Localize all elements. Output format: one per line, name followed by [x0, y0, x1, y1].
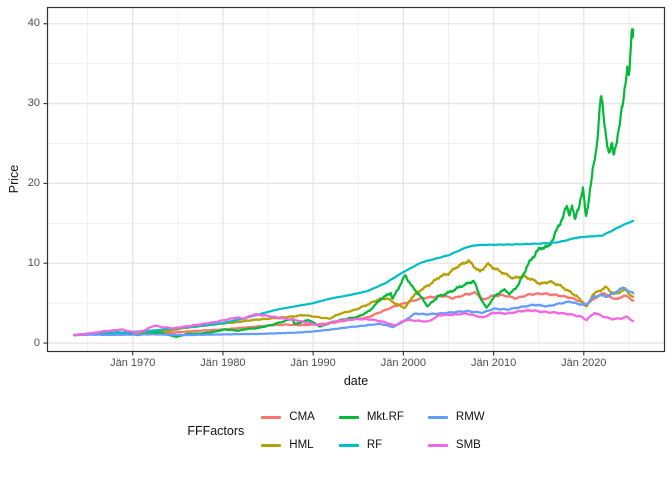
x-tick-label: Jän 1990 [290, 357, 336, 369]
legend-key-line-Mkt.RF [338, 415, 359, 419]
y-tick-label: 20 [27, 176, 40, 189]
legend-item-RMW: RMW [427, 409, 485, 425]
series-line-RMW [73, 286, 635, 337]
x-tick-label: Jän 1980 [200, 357, 246, 369]
legend: FFFactors CMA HML Mkt.RF RF RMW SMB [0, 409, 672, 453]
y-axis-title: Price [7, 164, 21, 194]
legend-item-label: RF [366, 439, 383, 451]
legend-item-label: HML [289, 439, 314, 451]
x-tick-label: Jän 2010 [470, 357, 517, 369]
legend-key-line-RMW [427, 415, 448, 419]
y-tick-label: 30 [27, 97, 40, 110]
y-tick-label: 10 [27, 256, 40, 269]
legend-item-HML: HML [261, 437, 315, 453]
legend-item-label: SMB [455, 439, 481, 451]
legend-items: CMA HML Mkt.RF RF RMW SMB [261, 409, 485, 453]
legend-item-label: RMW [455, 411, 485, 423]
panel-background [47, 7, 665, 352]
legend-item-CMA: CMA [261, 409, 315, 425]
series-line-SMB [73, 308, 635, 337]
x-tick-label: Jän 2000 [380, 357, 426, 369]
y-tick-label: 40 [27, 17, 40, 30]
y-tick-label: 0 [33, 336, 40, 349]
legend-key-line-SMB [427, 443, 448, 447]
legend-key-line-RF [338, 443, 359, 447]
legend-item-Mkt.RF: Mkt.RF [338, 409, 404, 425]
legend-item-label: Mkt.RF [366, 411, 404, 423]
legend-key-line-CMA [261, 415, 282, 419]
panel-border [46, 6, 666, 353]
x-tick-label: Jän 2020 [561, 357, 607, 369]
x-tick-label: Jän 1970 [110, 357, 156, 369]
legend-item-label: CMA [289, 411, 315, 423]
legend-item-RF: RF [338, 437, 404, 453]
series-line-HML [73, 259, 635, 337]
x-axis-title: date [343, 374, 369, 388]
series-line-RF [73, 219, 635, 337]
legend-item-SMB: SMB [427, 437, 485, 453]
legend-title: FFFactors [187, 424, 245, 438]
legend-key-line-HML [261, 443, 282, 447]
